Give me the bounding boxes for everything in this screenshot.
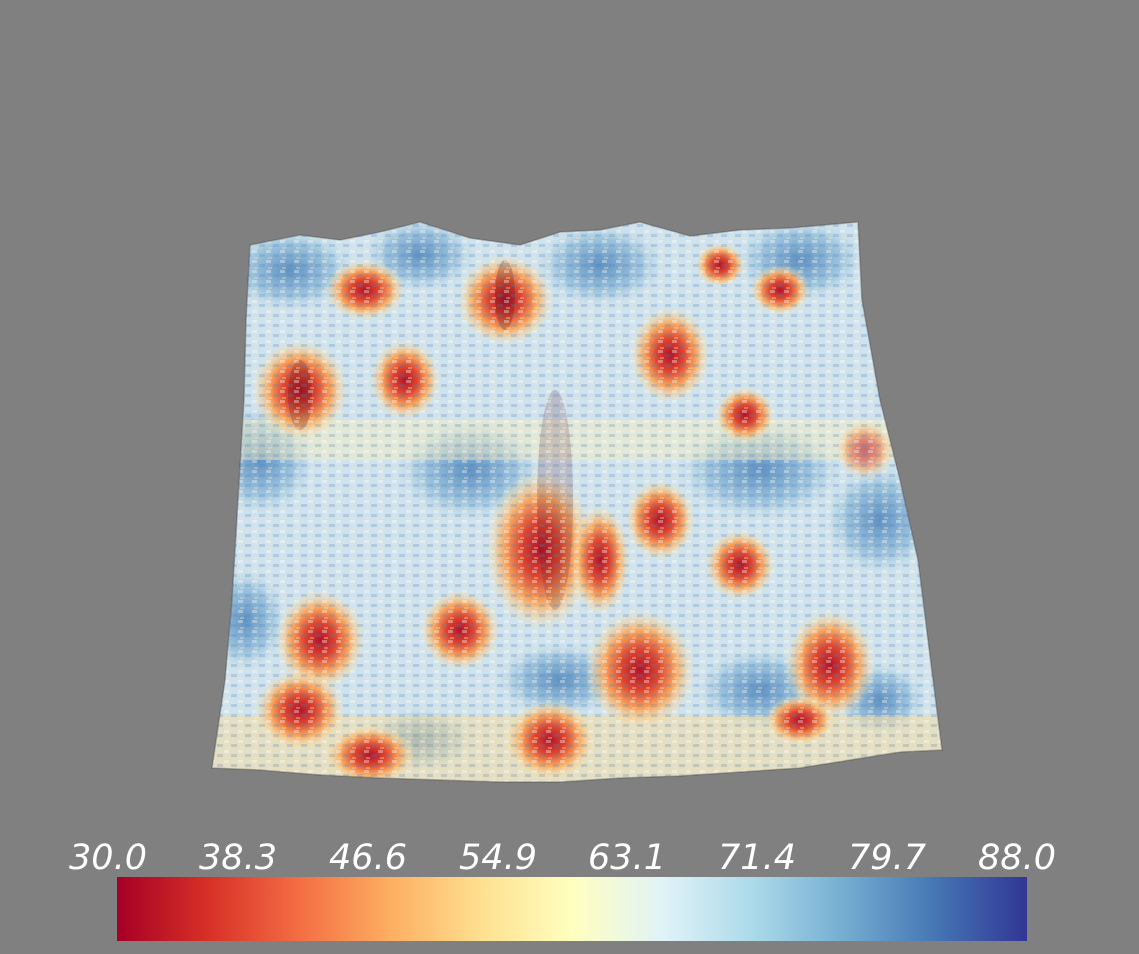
colorbar-tick-label: 30.0 (69, 838, 147, 878)
colorbar-tick-label: 54.9 (459, 838, 537, 878)
colorbar-tick-label: 79.7 (848, 838, 926, 878)
colorbar-gradient (117, 877, 1027, 941)
colorbar-tick-labels: 30.0 38.3 46.6 54.9 63.1 71.4 79.7 88.0 (0, 838, 1139, 878)
colorbar-tick-label: 71.4 (718, 838, 796, 878)
colorbar-tick-label: 38.3 (199, 838, 277, 878)
colorbar-tick-label: 88.0 (978, 838, 1056, 878)
colorbar-tick-label: 46.6 (329, 838, 407, 878)
colorbar-tick-label: 63.1 (588, 838, 666, 878)
